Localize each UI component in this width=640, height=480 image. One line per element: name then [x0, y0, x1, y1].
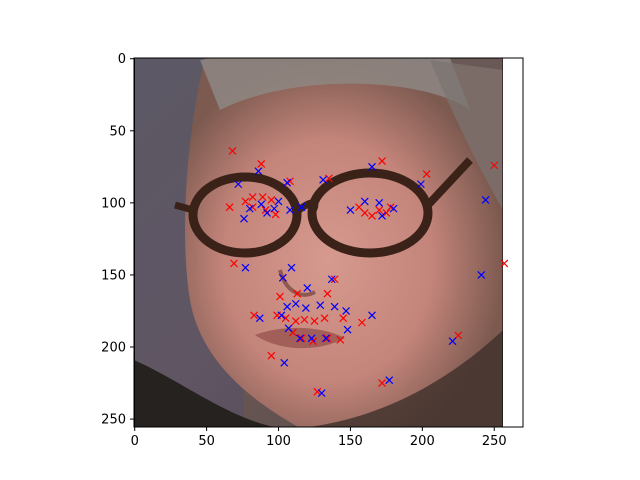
- blue-landmark-marker: [257, 200, 266, 209]
- blue-landmark-marker: [327, 275, 336, 284]
- blue-landmark-marker: [389, 204, 398, 213]
- x-tick-label: 100: [266, 434, 291, 449]
- blue-landmark-marker: [448, 337, 457, 346]
- red-landmark-marker: [339, 314, 348, 323]
- blue-landmark-marker: [284, 324, 293, 333]
- blue-landmark-marker: [375, 198, 384, 207]
- red-landmark-marker: [230, 259, 238, 268]
- blue-landmark-marker: [368, 162, 376, 171]
- blue-landmark-marker: [291, 299, 300, 308]
- blue-landmark-marker: [303, 283, 312, 292]
- red-landmark-marker: [336, 335, 345, 344]
- red-landmark-marker: [313, 387, 322, 396]
- blue-landmark-marker: [307, 334, 316, 343]
- blue-landmark-marker: [342, 307, 351, 315]
- blue-landmark-marker: [477, 271, 486, 279]
- red-landmark-marker: [228, 147, 237, 155]
- blue-landmark-marker: [255, 314, 264, 323]
- y-tick-label: 100: [101, 196, 126, 211]
- red-landmark-marker: [375, 206, 384, 214]
- red-landmark-marker: [258, 193, 267, 202]
- red-landmark-marker: [300, 315, 309, 324]
- blue-landmark-marker: [234, 180, 243, 189]
- blue-landmark-marker: [283, 178, 292, 187]
- y-tick-label: 0: [118, 52, 126, 67]
- red-landmark-marker: [297, 334, 306, 343]
- red-landmark-marker: [225, 203, 234, 212]
- x-tick-label: 250: [482, 434, 507, 449]
- blue-landmark-marker: [360, 197, 369, 206]
- red-landmark-marker: [320, 314, 329, 323]
- red-landmark-marker: [293, 289, 302, 298]
- blue-landmark-marker: [378, 211, 386, 220]
- red-landmark-marker: [330, 275, 339, 284]
- red-landmark-marker: [248, 193, 257, 202]
- y-tick-label: 150: [101, 268, 126, 283]
- blue-landmark-marker: [317, 389, 326, 398]
- blue-landmark-marker: [283, 302, 292, 311]
- blue-landmark-marker: [296, 334, 305, 343]
- blue-landmark-marker: [297, 203, 306, 212]
- blue-landmark-marker: [330, 302, 339, 311]
- blue-landmark-marker: [316, 301, 325, 310]
- red-landmark-marker: [378, 379, 386, 387]
- red-landmark-marker: [368, 211, 376, 220]
- blue-landmark-marker: [287, 263, 296, 272]
- red-landmark-marker: [324, 174, 333, 183]
- blue-landmark-marker: [368, 311, 376, 320]
- blue-landmark-marker: [481, 196, 490, 204]
- blue-landmark-marker: [346, 206, 355, 214]
- face-photo: [134, 58, 503, 427]
- blue-landmark-marker: [277, 311, 286, 320]
- blue-landmark-marker: [241, 263, 250, 272]
- blue-landmark-marker: [278, 273, 287, 282]
- blue-landmark-marker: [245, 204, 254, 213]
- red-landmark-marker: [281, 314, 290, 323]
- red-landmark-marker: [358, 318, 366, 327]
- red-landmark-marker: [378, 157, 386, 165]
- blue-landmark-marker: [416, 180, 425, 189]
- red-landmark-marker: [267, 196, 276, 204]
- blue-landmark-marker: [280, 358, 289, 367]
- red-landmark-marker: [323, 289, 332, 298]
- blue-landmark-marker: [343, 325, 352, 334]
- red-landmark-marker: [267, 351, 276, 360]
- blue-landmark-marker: [286, 206, 294, 214]
- blue-landmark-marker: [319, 175, 328, 184]
- red-landmark-marker: [257, 160, 266, 168]
- y-tick-label: 250: [101, 413, 126, 428]
- image-right-edge: [503, 58, 523, 427]
- blue-landmark-marker: [240, 214, 248, 223]
- red-landmark-marker: [382, 209, 391, 217]
- red-landmark-marker: [323, 334, 332, 343]
- blue-landmark-marker: [263, 209, 271, 217]
- red-landmark-marker: [500, 259, 509, 268]
- blue-landmark-marker: [254, 167, 263, 176]
- blue-landmark-marker: [274, 197, 283, 206]
- red-landmark-marker: [310, 317, 319, 325]
- blue-landmark-marker: [270, 204, 279, 213]
- axes-outline: [133, 57, 524, 428]
- red-landmark-marker: [271, 210, 280, 219]
- blue-landmark-marker: [322, 334, 330, 343]
- x-tick-label: 0: [131, 434, 139, 449]
- x-tick-label: 150: [338, 434, 363, 449]
- y-tick-label: 200: [101, 341, 126, 356]
- blue-landmark-marker: [385, 376, 394, 385]
- red-landmark-marker: [360, 209, 369, 217]
- red-landmark-marker: [490, 161, 499, 170]
- red-landmark-marker: [291, 317, 300, 325]
- red-landmark-marker: [250, 311, 259, 320]
- blue-landmark-marker: [301, 304, 310, 313]
- x-tick-label: 200: [410, 434, 435, 449]
- red-landmark-marker: [241, 197, 250, 206]
- x-tick-label: 50: [198, 434, 215, 449]
- red-landmark-marker: [276, 292, 284, 301]
- y-tick-label: 50: [109, 124, 126, 139]
- red-landmark-marker: [422, 170, 431, 178]
